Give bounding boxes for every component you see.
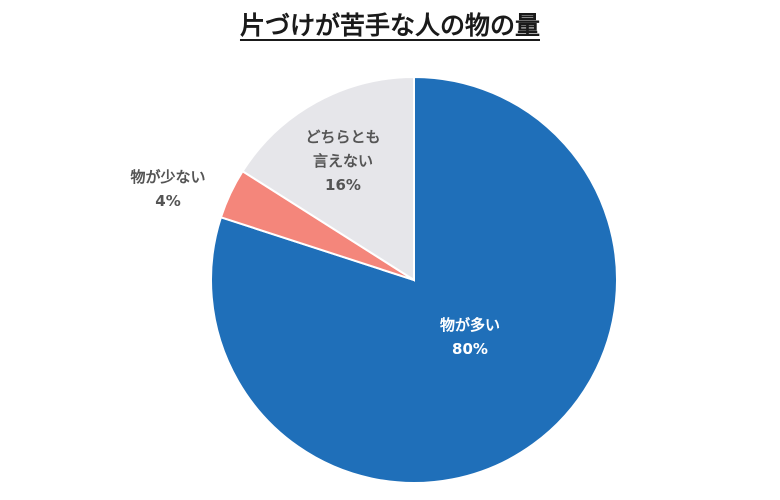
slice-category-label-slice-many: 物が多い (440, 316, 500, 334)
pie-slices (210, 75, 618, 484)
slice-category-label-slice-neither: どちらとも (305, 128, 380, 146)
slice-category-label-slice-few: 物が少ない (130, 168, 205, 186)
slice-category-label-slice-neither: 言えない (313, 152, 373, 170)
chart-title-text: 片づけが苦手な人の物の量 (239, 11, 540, 40)
slice-value-label-slice-few: 4% (155, 192, 180, 210)
slice-value-label-slice-many: 80% (452, 340, 488, 358)
slice-neither (241, 75, 415, 282)
slice-value-label-slice-neither: 16% (325, 176, 361, 194)
chart-title: 片づけが苦手な人の物の量 (0, 6, 780, 42)
